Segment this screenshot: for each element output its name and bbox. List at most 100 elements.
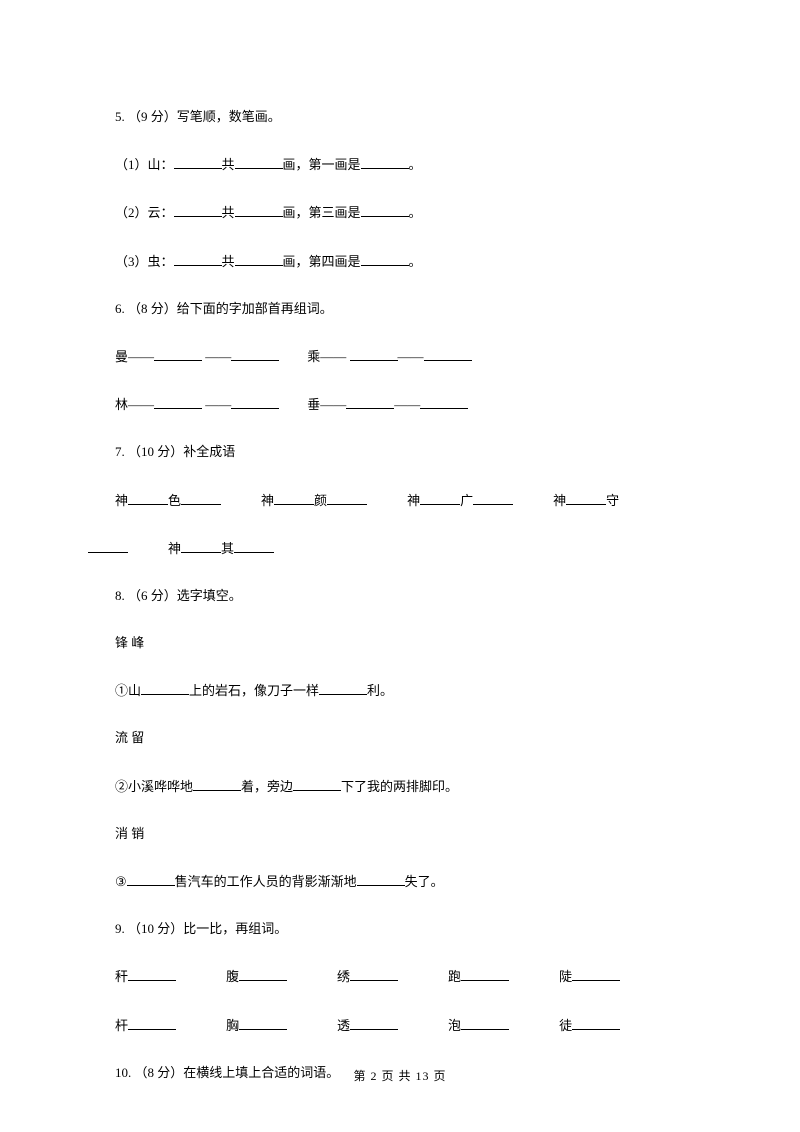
blank bbox=[461, 967, 509, 981]
q9-r1-0: 秆 bbox=[115, 969, 128, 984]
blank bbox=[193, 777, 241, 791]
q8-sentence-1: ①山 上的岩石，像刀子一样 利。 bbox=[88, 681, 712, 700]
q6-sep: —— bbox=[394, 397, 420, 412]
q5-2-pre: （2）云： bbox=[115, 205, 174, 220]
q7-row-1: 神色神颜神广神守 bbox=[88, 491, 712, 510]
q5-1-end: 。 bbox=[409, 157, 422, 172]
blank bbox=[420, 395, 468, 409]
q5-heading: 5. （9 分）写笔顺，数笔画。 bbox=[88, 108, 712, 126]
blank bbox=[231, 347, 279, 361]
blank bbox=[274, 491, 314, 505]
q7-w4a: 神 bbox=[553, 493, 566, 508]
q6-row-2: 林—— —— 垂—— —— bbox=[88, 395, 712, 414]
blank bbox=[473, 491, 513, 505]
q7-w1a: 神 bbox=[115, 493, 128, 508]
q6-sep: —— bbox=[205, 397, 231, 412]
q6-r1: 乘—— bbox=[307, 349, 346, 364]
blank bbox=[361, 203, 409, 217]
q9-heading: 9. （10 分）比一比，再组词。 bbox=[88, 920, 712, 938]
q6-l1: 曼—— bbox=[115, 349, 154, 364]
q7-w1b: 色 bbox=[168, 493, 181, 508]
blank bbox=[572, 1016, 620, 1030]
q7-w3a: 神 bbox=[407, 493, 420, 508]
blank bbox=[174, 203, 222, 217]
blank bbox=[128, 491, 168, 505]
q9-r2-2: 透 bbox=[337, 1018, 350, 1033]
blank bbox=[361, 155, 409, 169]
blank bbox=[350, 347, 398, 361]
blank bbox=[424, 347, 472, 361]
blank bbox=[293, 777, 341, 791]
q9-r2-3: 泡 bbox=[448, 1018, 461, 1033]
q5-1-mid2: 画，第一画是 bbox=[283, 157, 361, 172]
q8-s3a: ③ bbox=[115, 874, 127, 889]
q8-s1a: ①山 bbox=[115, 683, 141, 698]
q5-3-end: 。 bbox=[409, 254, 422, 269]
q9-r1-1: 腹 bbox=[226, 969, 239, 984]
blank bbox=[420, 491, 460, 505]
q5-1-pre: （1）山： bbox=[115, 157, 174, 172]
blank bbox=[350, 967, 398, 981]
blank bbox=[346, 395, 394, 409]
q5-3-pre: （3）虫： bbox=[115, 254, 174, 269]
q5-item-3: （3）虫： 共 画，第四画是 。 bbox=[88, 252, 712, 271]
blank bbox=[327, 491, 367, 505]
q5-3-mid2: 画，第四画是 bbox=[283, 254, 361, 269]
q9-row-2: 杆胸透泡徒 bbox=[88, 1016, 712, 1035]
q5-item-1: （1）山： 共 画，第一画是 。 bbox=[88, 155, 712, 174]
q7-w5a: 神 bbox=[168, 541, 181, 556]
q9-r1-3: 跑 bbox=[448, 969, 461, 984]
blank bbox=[141, 681, 189, 695]
blank bbox=[572, 967, 620, 981]
blank bbox=[239, 967, 287, 981]
q6-sep: —— bbox=[205, 349, 231, 364]
page-content: 5. （9 分）写笔顺，数笔画。 （1）山：共画，第一画是。 （2）云：共画，第… bbox=[0, 0, 800, 1082]
blank bbox=[88, 539, 128, 553]
q7-w3b: 广 bbox=[460, 493, 473, 508]
blank bbox=[361, 252, 409, 266]
blank bbox=[174, 252, 222, 266]
blank bbox=[461, 1016, 509, 1030]
q9-r1-4: 陡 bbox=[559, 969, 572, 984]
q8-heading: 8. （6 分）选字填空。 bbox=[88, 587, 712, 605]
q7-row-2: 神其 bbox=[88, 539, 712, 558]
q5-3-mid: 共 bbox=[222, 254, 235, 269]
blank bbox=[154, 347, 202, 361]
q5-2-end: 。 bbox=[409, 205, 422, 220]
q8-pair-3: 消 销 bbox=[88, 825, 712, 843]
q6-l2: 林—— bbox=[115, 397, 154, 412]
blank bbox=[231, 395, 279, 409]
page-footer: 第 2 页 共 13 页 bbox=[0, 1067, 800, 1084]
q8-sentence-2: ②小溪哗哗地 着，旁边 下了我的两排脚印。 bbox=[88, 777, 712, 796]
blank bbox=[235, 252, 283, 266]
q6-r2: 垂—— bbox=[307, 397, 346, 412]
blank bbox=[128, 967, 176, 981]
blank bbox=[127, 872, 175, 886]
q9-r2-0: 杆 bbox=[115, 1018, 128, 1033]
blank bbox=[235, 155, 283, 169]
blank bbox=[235, 203, 283, 217]
blank bbox=[566, 491, 606, 505]
q6-row-1: 曼—— —— 乘—— —— bbox=[88, 347, 712, 366]
q5-item-2: （2）云： 共 画，第三画是 。 bbox=[88, 203, 712, 222]
q5-1-mid: 共 bbox=[222, 157, 235, 172]
q5-2-mid2: 画，第三画是 bbox=[283, 205, 361, 220]
q8-s3c: 失了。 bbox=[405, 874, 444, 889]
q8-s2a: ②小溪哗哗地 bbox=[115, 779, 193, 794]
q7-w4b: 守 bbox=[606, 493, 619, 508]
blank bbox=[128, 1016, 176, 1030]
blank bbox=[181, 539, 221, 553]
blank bbox=[239, 1016, 287, 1030]
q8-s1b: 上的岩石，像刀子一样 bbox=[189, 683, 319, 698]
q9-row-1: 秆腹绣跑陡 bbox=[88, 967, 712, 986]
blank bbox=[234, 539, 274, 553]
q8-s2b: 着，旁边 bbox=[241, 779, 293, 794]
q7-heading: 7. （10 分）补全成语 bbox=[88, 443, 712, 461]
q8-s2c: 下了我的两排脚印。 bbox=[341, 779, 458, 794]
q5-2-mid: 共 bbox=[222, 205, 235, 220]
q6-sep: —— bbox=[398, 349, 424, 364]
q9-r2-1: 胸 bbox=[226, 1018, 239, 1033]
q8-pair-2: 流 留 bbox=[88, 729, 712, 747]
q8-s1c: 利。 bbox=[367, 683, 393, 698]
blank bbox=[350, 1016, 398, 1030]
